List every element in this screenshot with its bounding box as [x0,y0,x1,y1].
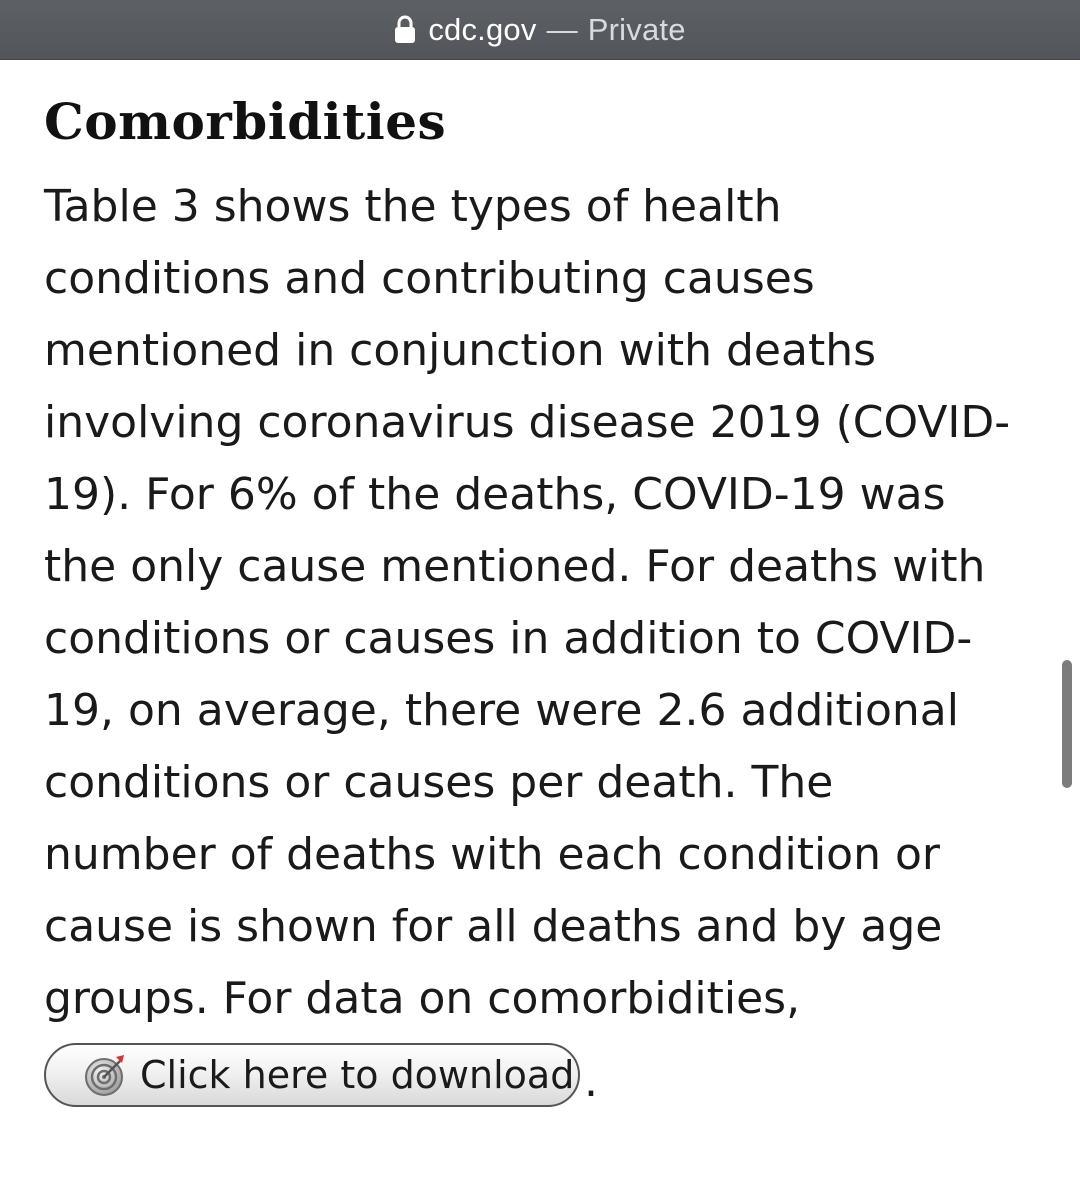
address-separator: — [546,11,578,47]
paragraph-line: the only cause mentioned. For deaths wit… [44,541,986,592]
download-button[interactable]: Click here to download [44,1043,580,1107]
paragraph-line: cause is shown for all deaths and by age [44,901,943,952]
paragraph-line: groups. For data on comorbidities, [44,973,801,1024]
paragraph-line: conditions and contributing causes [44,253,815,304]
target-icon [82,1051,130,1099]
paragraph-line: conditions or causes in addition to COVI… [44,613,973,664]
address-bar[interactable]: cdc.gov — Private [0,0,1080,60]
paragraph-line: 19). For 6% of the deaths, COVID-19 was [44,469,946,520]
address-display[interactable]: cdc.gov — Private [394,12,685,48]
section-heading: Comorbidities [44,92,447,151]
article-paragraph: Table 3 shows the types of health condit… [44,171,1044,1035]
paragraph-line: 19, on average, there were 2.6 additiona… [44,685,959,736]
private-mode-label: Private [587,11,686,47]
paragraph-line: conditions or causes per death. The [44,757,834,808]
lock-icon [394,14,416,44]
trailing-period: . [584,1056,598,1107]
paragraph-line: mentioned in conjunction with deaths [44,325,877,376]
address-domain: cdc.gov [428,11,537,47]
paragraph-line: Table 3 shows the types of health [44,181,782,232]
paragraph-line: involving coronavirus disease 2019 (COVI… [44,397,1011,448]
download-row: Click here to download . [44,1043,1044,1107]
scrollbar-thumb[interactable] [1062,660,1072,788]
paragraph-line: number of deaths with each condition or [44,829,940,880]
download-button-label: Click here to download [140,1053,575,1097]
article-content: Comorbidities Table 3 shows the types of… [44,84,1044,1107]
